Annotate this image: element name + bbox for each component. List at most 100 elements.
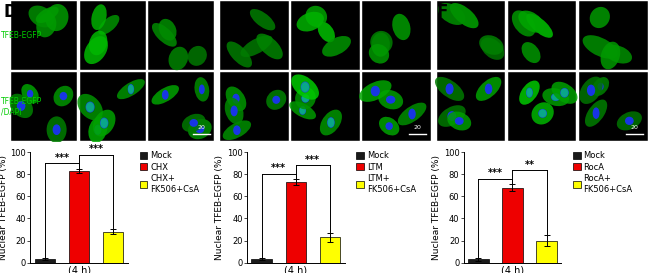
Ellipse shape bbox=[372, 32, 390, 57]
Ellipse shape bbox=[100, 118, 108, 128]
Ellipse shape bbox=[327, 117, 335, 128]
Ellipse shape bbox=[194, 77, 209, 102]
Ellipse shape bbox=[551, 94, 560, 101]
Ellipse shape bbox=[225, 98, 244, 124]
Bar bbox=[11, 1, 77, 70]
Ellipse shape bbox=[369, 44, 389, 64]
Bar bbox=[34, 259, 55, 263]
Ellipse shape bbox=[385, 122, 393, 130]
Legend: Mock, CHX, CHX+
FK506+CsA: Mock, CHX, CHX+ FK506+CsA bbox=[140, 151, 200, 194]
Bar bbox=[291, 1, 360, 70]
Ellipse shape bbox=[94, 125, 101, 135]
Y-axis label: Nuclear TFEB-EGFP (%): Nuclear TFEB-EGFP (%) bbox=[432, 155, 441, 260]
Ellipse shape bbox=[597, 83, 604, 90]
Ellipse shape bbox=[91, 4, 107, 30]
Text: ***: *** bbox=[88, 144, 103, 154]
Ellipse shape bbox=[86, 102, 95, 112]
Ellipse shape bbox=[318, 22, 335, 42]
Ellipse shape bbox=[162, 90, 168, 100]
Ellipse shape bbox=[526, 88, 533, 98]
Ellipse shape bbox=[240, 35, 272, 57]
Ellipse shape bbox=[538, 109, 547, 118]
Ellipse shape bbox=[386, 96, 395, 104]
Bar bbox=[148, 72, 215, 141]
Ellipse shape bbox=[408, 109, 416, 119]
Ellipse shape bbox=[17, 101, 25, 111]
Bar bbox=[437, 72, 505, 141]
Text: D: D bbox=[3, 3, 17, 21]
Bar bbox=[363, 72, 431, 141]
Ellipse shape bbox=[593, 107, 599, 119]
Ellipse shape bbox=[582, 35, 617, 59]
X-axis label: (4 h): (4 h) bbox=[501, 265, 524, 273]
Ellipse shape bbox=[53, 86, 73, 106]
Bar bbox=[11, 72, 77, 141]
Ellipse shape bbox=[526, 88, 532, 97]
Ellipse shape bbox=[447, 112, 471, 130]
Ellipse shape bbox=[127, 84, 134, 94]
Y-axis label: Nuclear TFEB-EGFP (%): Nuclear TFEB-EGFP (%) bbox=[215, 155, 224, 260]
Ellipse shape bbox=[232, 94, 240, 104]
Ellipse shape bbox=[455, 117, 463, 125]
Ellipse shape bbox=[94, 124, 101, 135]
Ellipse shape bbox=[542, 88, 569, 106]
Ellipse shape bbox=[579, 77, 603, 104]
Ellipse shape bbox=[296, 12, 324, 31]
Ellipse shape bbox=[231, 106, 238, 116]
Ellipse shape bbox=[9, 94, 33, 118]
Ellipse shape bbox=[53, 124, 60, 135]
Bar bbox=[508, 72, 577, 141]
Ellipse shape bbox=[289, 101, 316, 119]
Ellipse shape bbox=[590, 7, 610, 28]
Ellipse shape bbox=[117, 79, 145, 99]
Ellipse shape bbox=[128, 85, 134, 94]
Text: F: F bbox=[437, 3, 448, 21]
Bar bbox=[79, 1, 146, 70]
Bar bbox=[437, 1, 505, 70]
Ellipse shape bbox=[233, 125, 240, 135]
Ellipse shape bbox=[320, 110, 342, 135]
Ellipse shape bbox=[435, 77, 464, 101]
Ellipse shape bbox=[301, 82, 309, 92]
Bar bbox=[103, 232, 124, 263]
Bar bbox=[363, 1, 431, 70]
Ellipse shape bbox=[250, 9, 276, 30]
Ellipse shape bbox=[379, 117, 399, 135]
Ellipse shape bbox=[592, 77, 609, 96]
X-axis label: (4 h): (4 h) bbox=[68, 265, 90, 273]
Ellipse shape bbox=[152, 23, 177, 47]
Ellipse shape bbox=[518, 11, 544, 33]
Ellipse shape bbox=[159, 19, 177, 41]
Ellipse shape bbox=[29, 5, 54, 27]
Ellipse shape bbox=[587, 85, 595, 96]
Ellipse shape bbox=[398, 103, 426, 125]
Bar bbox=[320, 237, 340, 263]
Ellipse shape bbox=[299, 106, 306, 115]
Ellipse shape bbox=[560, 88, 569, 98]
Ellipse shape bbox=[182, 114, 205, 132]
Ellipse shape bbox=[476, 77, 501, 101]
Ellipse shape bbox=[227, 41, 252, 67]
Ellipse shape bbox=[27, 90, 33, 98]
Bar bbox=[285, 182, 306, 263]
Text: ***: *** bbox=[488, 168, 503, 178]
Text: TFEB-EGFP
/DAPI: TFEB-EGFP /DAPI bbox=[1, 97, 42, 116]
Ellipse shape bbox=[60, 92, 67, 100]
Ellipse shape bbox=[322, 36, 351, 57]
Ellipse shape bbox=[521, 42, 541, 63]
Ellipse shape bbox=[89, 31, 107, 55]
Ellipse shape bbox=[438, 105, 465, 127]
Ellipse shape bbox=[195, 125, 204, 133]
Text: ***: *** bbox=[55, 153, 70, 163]
Ellipse shape bbox=[189, 119, 198, 127]
Ellipse shape bbox=[438, 3, 465, 25]
Text: TFEB-EGFP: TFEB-EGFP bbox=[1, 31, 42, 40]
Bar bbox=[220, 1, 289, 70]
Ellipse shape bbox=[479, 35, 504, 55]
Ellipse shape bbox=[272, 96, 280, 104]
Ellipse shape bbox=[100, 118, 109, 129]
Ellipse shape bbox=[551, 82, 577, 104]
Bar bbox=[79, 72, 146, 141]
Ellipse shape bbox=[77, 94, 103, 120]
Ellipse shape bbox=[617, 111, 642, 130]
